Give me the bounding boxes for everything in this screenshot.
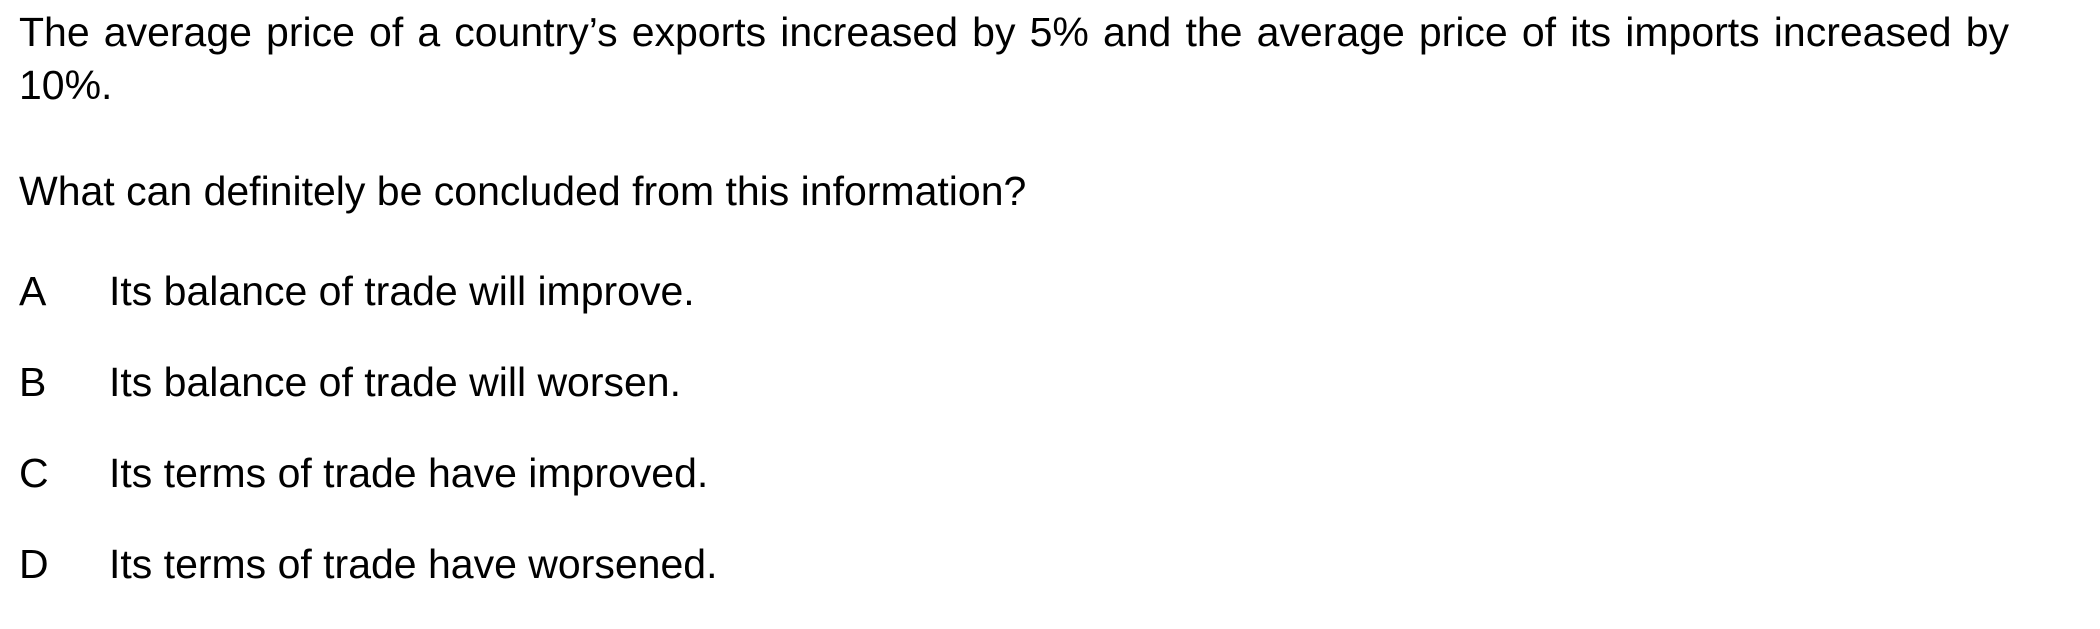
option-letter: C <box>19 450 49 496</box>
question-prompt: What can definitely be concluded from th… <box>19 168 1027 214</box>
option-text: Its balance of trade will improve. <box>109 268 695 314</box>
option-text: Its balance of trade will worsen. <box>109 359 681 405</box>
option-letter: A <box>19 268 47 314</box>
option-text: Its terms of trade have worsened. <box>109 541 718 587</box>
question: The average price of a country’s exports… <box>19 0 2009 587</box>
option-letter: D <box>19 541 49 587</box>
option-text: Its terms of trade have improved. <box>109 450 709 496</box>
question-stem: The average price of a country’s exports… <box>19 9 2009 108</box>
option-letter: B <box>19 359 47 405</box>
